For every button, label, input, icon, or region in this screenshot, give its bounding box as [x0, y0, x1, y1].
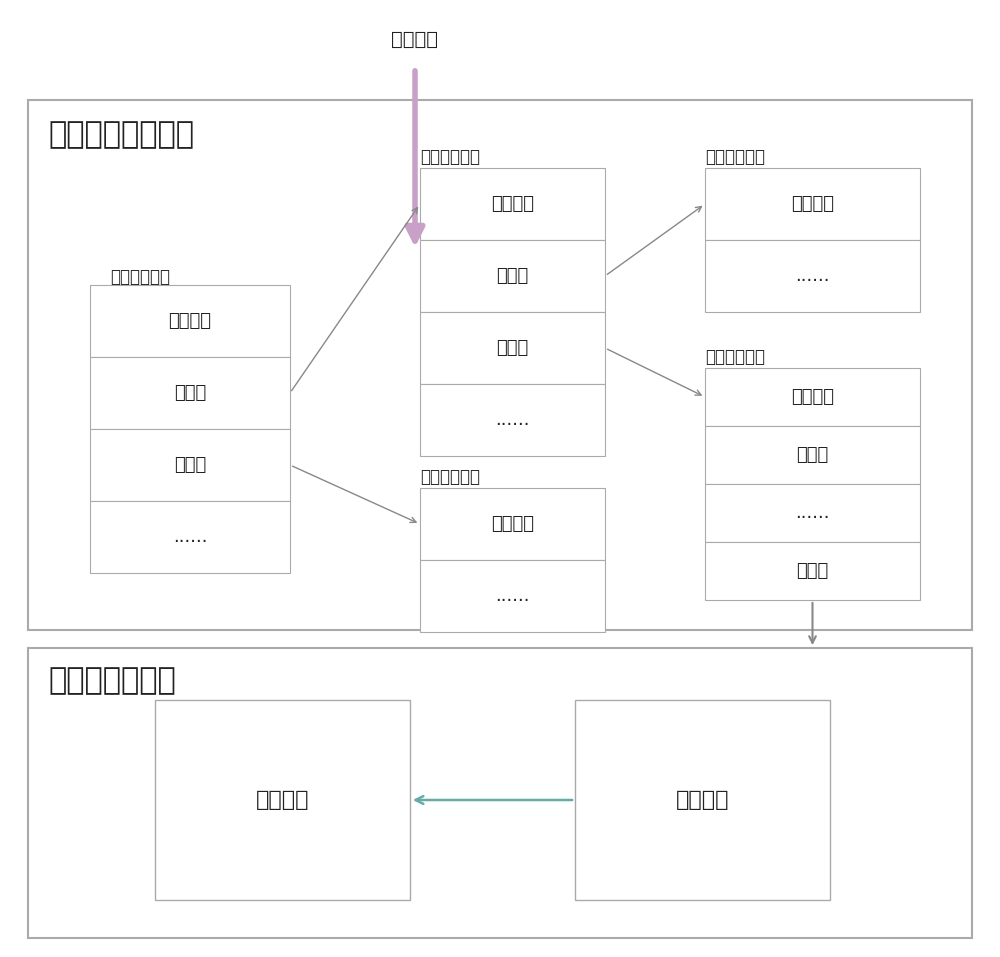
- Bar: [155, 700, 410, 900]
- Text: 哈希函数: 哈希函数: [491, 195, 534, 213]
- Text: 哈希函数: 哈希函数: [791, 388, 834, 406]
- Text: 第三层级索引: 第三层级索引: [705, 148, 765, 166]
- Text: ......: ......: [495, 587, 530, 605]
- Text: 哈希函数: 哈希函数: [491, 515, 534, 533]
- Bar: [705, 168, 920, 240]
- Text: 哈希函数: 哈希函数: [168, 312, 212, 330]
- Text: ......: ......: [173, 528, 207, 546]
- Text: 数据集: 数据集: [496, 339, 529, 357]
- Bar: [90, 357, 290, 429]
- Bar: [28, 100, 972, 630]
- Bar: [90, 429, 290, 501]
- Bar: [90, 285, 290, 357]
- Bar: [420, 560, 605, 632]
- Text: 数据集: 数据集: [174, 456, 206, 474]
- Text: 哈希函数: 哈希函数: [791, 195, 834, 213]
- Text: 事件列表: 事件列表: [676, 790, 729, 810]
- Bar: [420, 240, 605, 312]
- Text: ......: ......: [795, 267, 830, 285]
- Text: 时间列表: 时间列表: [256, 790, 309, 810]
- Bar: [420, 488, 605, 560]
- Text: 第三层级索引: 第三层级索引: [705, 348, 765, 366]
- Text: 时间轴索引模块: 时间轴索引模块: [48, 666, 176, 695]
- Text: 第二层级索引: 第二层级索引: [420, 468, 480, 486]
- Bar: [705, 240, 920, 312]
- Text: ......: ......: [795, 504, 830, 522]
- Bar: [420, 312, 605, 384]
- Text: 数据集: 数据集: [496, 267, 529, 285]
- Bar: [28, 648, 972, 938]
- Bar: [90, 501, 290, 573]
- Bar: [575, 700, 830, 900]
- Text: 原始数据: 原始数据: [392, 30, 438, 49]
- Bar: [420, 168, 605, 240]
- Text: 数据集: 数据集: [796, 446, 829, 464]
- Bar: [705, 368, 920, 426]
- Text: 垂直层级索引模块: 垂直层级索引模块: [48, 120, 194, 149]
- Text: 第一层级索引: 第一层级索引: [110, 268, 170, 286]
- Bar: [705, 484, 920, 542]
- Bar: [705, 426, 920, 484]
- Text: 数据集: 数据集: [174, 384, 206, 402]
- Text: 第二层级索引: 第二层级索引: [420, 148, 480, 166]
- Bar: [420, 384, 605, 456]
- Text: ......: ......: [495, 411, 530, 429]
- Bar: [705, 542, 920, 600]
- Text: 数据集: 数据集: [796, 562, 829, 580]
